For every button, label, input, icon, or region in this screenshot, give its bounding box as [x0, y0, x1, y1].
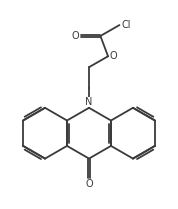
Text: O: O [85, 179, 93, 189]
Text: O: O [72, 31, 79, 41]
Text: O: O [110, 51, 117, 61]
Text: N: N [85, 97, 93, 107]
Text: Cl: Cl [121, 20, 131, 30]
